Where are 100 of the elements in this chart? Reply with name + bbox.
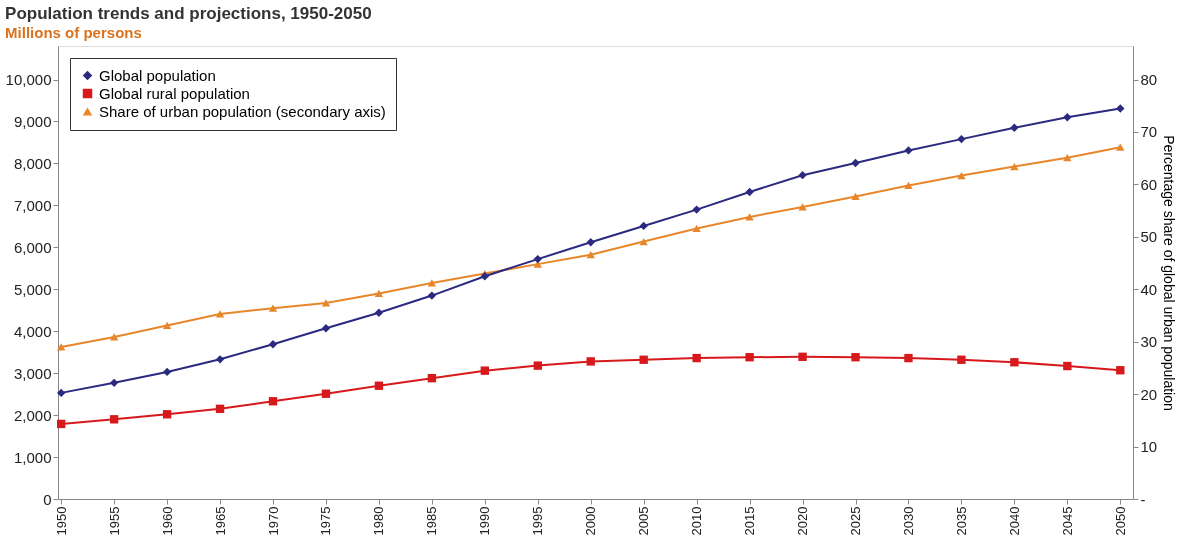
point: [1010, 162, 1019, 171]
point: [692, 224, 701, 233]
x-tick-label: 2010: [689, 506, 705, 536]
x-tick-label: 2005: [636, 506, 652, 536]
legend-label: Global population: [99, 66, 216, 84]
y2-tick-label: 80: [1140, 71, 1158, 89]
point: [904, 181, 913, 190]
chart-subtitle: Millions of persons: [5, 24, 142, 41]
point: [639, 221, 648, 231]
point: [745, 213, 754, 221]
point: [904, 353, 913, 363]
x-tick-label: 2040: [1006, 506, 1022, 536]
point: [1010, 358, 1019, 367]
y-tick-label: 10,000: [5, 71, 52, 89]
point: [533, 361, 542, 370]
y2-tick-label: -: [1140, 490, 1146, 508]
point: [639, 355, 648, 364]
point: [480, 366, 490, 375]
point: [374, 381, 384, 390]
x-tick-label: 1960: [159, 506, 175, 536]
point: [851, 192, 860, 201]
x-tick-label: 1980: [371, 506, 387, 536]
point: [268, 397, 278, 406]
x-tick-label: 2000: [583, 506, 599, 536]
point: [215, 355, 225, 364]
y2-tick-label: 60: [1140, 175, 1158, 193]
point: [586, 238, 595, 247]
x-tick-label: 1985: [424, 506, 440, 536]
point: [427, 279, 437, 287]
x-tick-label: 2045: [1059, 506, 1075, 536]
y2-tick-label: 70: [1140, 123, 1158, 141]
point: [851, 353, 860, 362]
point: [851, 158, 860, 168]
point: [215, 310, 225, 318]
x-tick-label: 2020: [795, 506, 811, 536]
x-tick-label: 1950: [53, 506, 69, 536]
y-tick-label: 4,000: [13, 322, 52, 340]
point: [1010, 123, 1019, 132]
chart-title: Population trends and projections, 1950-2050: [5, 4, 372, 23]
point: [56, 388, 66, 398]
point: [745, 187, 754, 197]
point: [321, 299, 331, 307]
x-tick-label: 1955: [106, 506, 122, 536]
point: [692, 205, 701, 214]
point: [586, 357, 595, 366]
y2-tick-label: 10: [1140, 438, 1158, 456]
point: [692, 353, 701, 363]
point: [1063, 154, 1072, 162]
point: [374, 308, 384, 317]
y-tick-label: 8,000: [13, 154, 52, 172]
y-tick-label: 3,000: [13, 364, 52, 382]
x-tick-label: 2025: [848, 506, 864, 536]
point: [56, 419, 66, 429]
y-tick-label: 6,000: [13, 238, 52, 256]
point: [162, 410, 172, 419]
point: [957, 355, 966, 364]
point: [957, 134, 966, 144]
y-tick-label: 0: [43, 490, 52, 508]
point: [957, 171, 966, 180]
y-tick-label: 7,000: [13, 196, 52, 214]
point: [109, 378, 119, 387]
x-tick-label: 2035: [953, 506, 969, 536]
y2-axis-title: Percentage share of global urban population: [1161, 135, 1178, 411]
point: [904, 146, 913, 155]
point: [639, 237, 648, 246]
x-tick-label: 2015: [742, 506, 758, 536]
x-tick-label: 1970: [265, 506, 281, 536]
point: [56, 343, 66, 351]
point: [162, 321, 172, 330]
y2-tick-label: 30: [1140, 333, 1158, 351]
point: [215, 404, 225, 413]
x-tick-label: 1965: [212, 506, 228, 536]
legend-label: Share of urban population (secondary axis): [99, 102, 386, 120]
point: [321, 389, 331, 398]
point: [109, 415, 119, 424]
point: [1116, 143, 1125, 151]
y-tick-label: 5,000: [13, 280, 52, 298]
point: [1116, 104, 1125, 113]
point: [268, 304, 278, 312]
x-tick-label: 2050: [1112, 506, 1128, 536]
point: [427, 291, 437, 300]
point: [321, 324, 331, 333]
y-tick-label: 2,000: [13, 406, 52, 424]
point: [745, 353, 754, 362]
y-tick-label: 9,000: [13, 113, 52, 130]
point: [798, 171, 807, 180]
y-tick-label: 1,000: [13, 448, 52, 466]
x-tick-label: 2030: [900, 506, 916, 536]
point: [374, 289, 384, 298]
x-tick-label: 1975: [318, 506, 334, 536]
y2-tick-label: 20: [1140, 385, 1158, 403]
point: [1063, 113, 1072, 122]
point: [586, 251, 595, 259]
point: [533, 254, 542, 264]
point: [427, 374, 437, 383]
point: [109, 333, 119, 341]
point: [162, 367, 172, 377]
point: [1063, 361, 1072, 371]
y2-tick-label: 40: [1140, 280, 1158, 298]
point: [1116, 366, 1125, 375]
